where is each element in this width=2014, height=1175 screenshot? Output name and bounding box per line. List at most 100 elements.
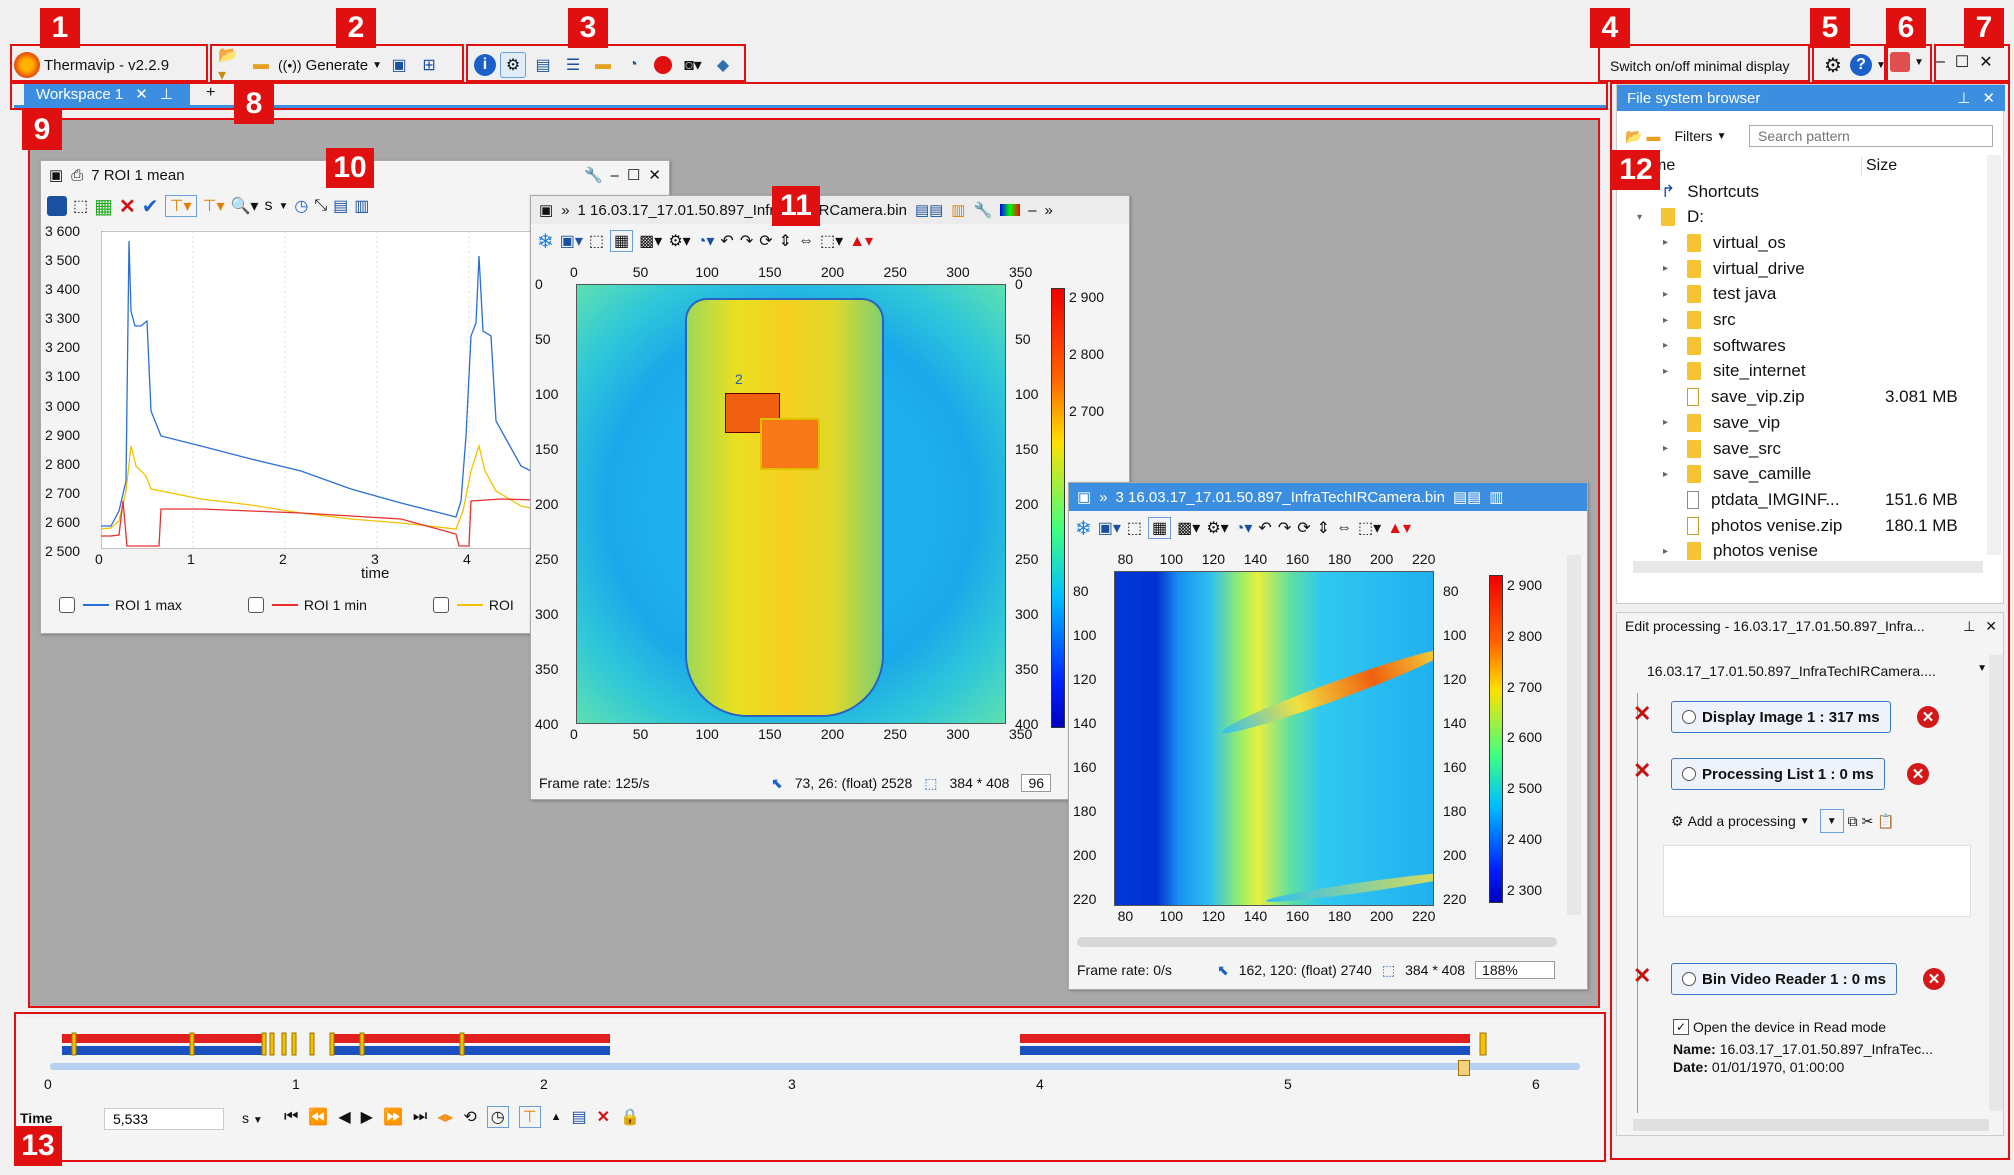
play-icon[interactable]: ▶ xyxy=(360,1109,373,1126)
tree-item[interactable]: ▸ virtual_os xyxy=(1663,230,1887,255)
remove-step-icon[interactable]: ✕ xyxy=(1633,963,1652,988)
undo-icon[interactable]: ↶ xyxy=(1258,520,1272,537)
roi-icon[interactable]: ◔ xyxy=(628,56,638,73)
overlay-icon[interactable]: ▩▾ xyxy=(639,233,663,250)
step-processing-list[interactable]: Processing List 1 : 0 ms xyxy=(1671,758,1885,790)
record-icon[interactable] xyxy=(650,52,676,78)
layout-icon[interactable]: ▤▤ xyxy=(1452,489,1482,506)
first-frame-icon[interactable]: ⏮ xyxy=(284,1108,299,1125)
tree-item[interactable]: ▸ src xyxy=(1663,308,1887,333)
timer-icon[interactable]: ◷ xyxy=(486,1106,509,1128)
skin-icon[interactable] xyxy=(1890,52,1910,72)
flip-v-icon[interactable]: ⇕ xyxy=(778,233,793,250)
open-folder-icon[interactable]: ▬ xyxy=(1646,128,1661,144)
undo-icon[interactable]: ↶ xyxy=(720,233,734,250)
flip-h-icon[interactable]: ⇔ xyxy=(798,232,815,249)
file-browser-hscroll[interactable] xyxy=(1633,561,1983,573)
expand-arrow-icon[interactable]: ▸ xyxy=(1663,365,1669,377)
tree-item[interactable]: ▸ save_src xyxy=(1663,436,1887,461)
add-tab-button[interactable]: + xyxy=(206,84,216,101)
dropdown-icon[interactable]: ▼ xyxy=(1819,809,1844,833)
axis-icon[interactable]: ⊤▾ xyxy=(202,198,225,215)
expand-icon[interactable]: » xyxy=(1099,488,1108,506)
delete-icon[interactable]: ✕ xyxy=(119,195,136,218)
generate-button[interactable]: Generate xyxy=(305,56,369,74)
file-browser-vscroll[interactable] xyxy=(1987,155,2001,555)
up-icon[interactable]: ▲ xyxy=(550,1111,562,1123)
expand-right-icon[interactable]: » xyxy=(1044,201,1053,219)
folder-icon[interactable]: ▬ xyxy=(595,56,611,73)
save-icon[interactable]: ▣▾ xyxy=(559,233,583,250)
expand-arrow-icon[interactable]: ▸ xyxy=(1663,263,1669,275)
delete-step-icon[interactable]: ✕ xyxy=(1923,968,1945,990)
remove-step-icon[interactable]: ✕ xyxy=(1633,758,1652,783)
maximize-icon[interactable]: ☐ xyxy=(1954,54,1970,71)
save-icon[interactable]: ▣ xyxy=(49,167,64,184)
selection-icon[interactable]: ⬚ xyxy=(1126,520,1143,537)
clock-icon[interactable]: ◷ xyxy=(294,198,309,215)
expand-arrow-icon[interactable]: ▸ xyxy=(1663,468,1669,480)
tab-pin-icon[interactable]: ⊥ xyxy=(159,86,173,103)
remove-step-icon[interactable]: ✕ xyxy=(1633,701,1652,726)
print-icon[interactable]: ⎙ xyxy=(71,166,84,184)
col-size-header[interactable]: Size xyxy=(1861,157,1981,175)
minimize-icon[interactable]: – xyxy=(1028,201,1037,219)
colormap-icon[interactable]: ▥ xyxy=(951,202,966,219)
expand-arrow-icon[interactable]: ▸ xyxy=(1663,443,1669,454)
save-icon[interactable] xyxy=(47,196,67,216)
fast-forward-icon[interactable]: ⏩ xyxy=(382,1109,403,1126)
camera-icon[interactable]: ◙▾ xyxy=(684,57,702,74)
expand-arrow-icon[interactable]: ▸ xyxy=(1663,288,1669,300)
histogram-icon[interactable]: ▥ xyxy=(354,198,370,215)
paste-icon[interactable]: 📋 xyxy=(1877,812,1895,829)
processing-icon[interactable]: ⚙▾ xyxy=(1206,520,1229,537)
close-icon[interactable]: ✕ xyxy=(1985,617,1997,634)
expand-icon[interactable]: » xyxy=(561,201,570,219)
tab-workspace-1[interactable]: Workspace 1 ✕ ⊥ xyxy=(24,82,190,106)
minimize-icon[interactable]: – xyxy=(610,166,619,184)
align-icon[interactable]: ▤ xyxy=(333,198,349,215)
wrench-icon[interactable]: 🔧 xyxy=(583,167,603,184)
list-icon[interactable]: ☰ xyxy=(565,57,581,74)
tree-item[interactable]: ▾ D: xyxy=(1637,205,1887,230)
tree-item[interactable]: ptdata_IMGINF... 151.6 MB xyxy=(1687,487,1958,512)
save-icon[interactable]: ▣ xyxy=(539,202,554,219)
delete-step-icon[interactable]: ✕ xyxy=(1917,706,1939,728)
processing-icon[interactable]: ⚙▾ xyxy=(668,233,691,250)
close-icon[interactable]: ✕ xyxy=(648,167,661,184)
tree-item[interactable]: ▸ softwares xyxy=(1663,333,1887,358)
colormap-icon[interactable]: ▥ xyxy=(1489,489,1504,506)
save-icon[interactable]: ▣ xyxy=(391,57,407,74)
image3-vscroll[interactable] xyxy=(1567,555,1581,915)
step-bin-video-reader[interactable]: Bin Video Reader 1 : 0 ms xyxy=(1671,963,1897,995)
tree-item[interactable]: ▸ save_vip xyxy=(1663,410,1887,435)
crop-icon[interactable]: ⬚▾ xyxy=(1358,520,1382,537)
lock-icon[interactable]: 🔒 xyxy=(620,1109,640,1126)
wrench-icon[interactable]: 🔧 xyxy=(973,202,993,219)
color-scale-icon[interactable]: ▲▾ xyxy=(849,233,874,250)
palette-icon[interactable] xyxy=(1000,204,1021,216)
freeze-icon[interactable]: ❄ xyxy=(1075,517,1092,540)
display-icon[interactable]: ▤ xyxy=(535,57,551,74)
shrink-icon[interactable]: ⤡ xyxy=(314,197,328,214)
overlay-icon[interactable]: ▩▾ xyxy=(1177,520,1201,537)
tree-item[interactable]: ▸ save_camille xyxy=(1663,462,1887,487)
crop-icon[interactable]: ⬚▾ xyxy=(820,233,844,250)
pin-icon[interactable]: ⊥ xyxy=(1963,617,1976,634)
info-icon[interactable]: i xyxy=(474,54,496,76)
marker-icon[interactable]: ⊤▾ xyxy=(164,195,197,217)
expand-arrow-icon[interactable]: ▸ xyxy=(1663,237,1669,249)
flip-v-icon[interactable]: ⇕ xyxy=(1316,520,1331,537)
fast-backward-icon[interactable]: ⏪ xyxy=(308,1109,329,1126)
gear-icon[interactable]: ⚙ xyxy=(1824,54,1842,77)
bounds-icon[interactable]: ◂▸ xyxy=(437,1109,454,1126)
tree-item[interactable]: ▸ test java xyxy=(1663,282,1887,307)
legend-checkbox[interactable] xyxy=(247,597,264,613)
cut-icon[interactable]: ✂ xyxy=(1861,812,1874,829)
delete-step-icon[interactable]: ✕ xyxy=(1907,763,1929,785)
save-icon[interactable]: ▣ xyxy=(1077,489,1092,506)
colors-icon[interactable]: ▦ xyxy=(94,195,114,218)
check-icon[interactable]: ✔ xyxy=(141,195,159,218)
step-display-image[interactable]: Display Image 1 : 317 ms xyxy=(1671,701,1891,733)
read-mode-checkbox[interactable]: ✓ xyxy=(1673,1019,1689,1035)
